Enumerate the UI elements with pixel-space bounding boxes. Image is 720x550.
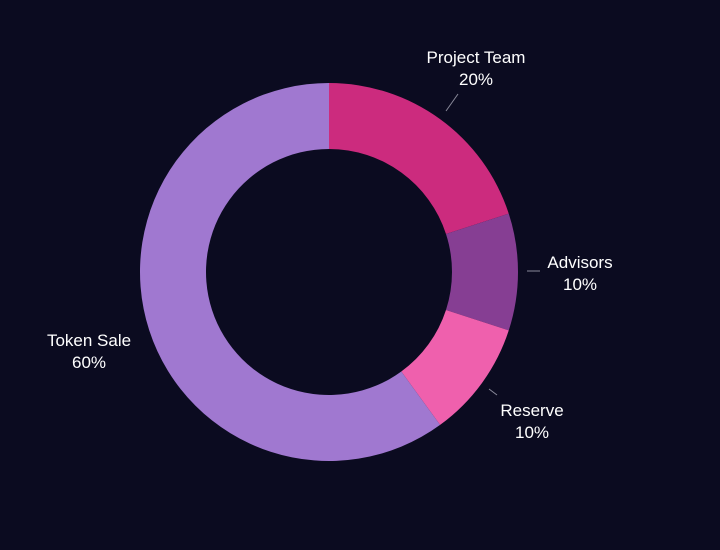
- slice-percent-project-team: 20%: [459, 70, 493, 89]
- labels-layer: Project Team 20% Advisors 10% Reserve 10% Toke…: [47, 48, 613, 442]
- slice-token-sale: [139, 83, 441, 462]
- slice-label-project-team: Project Team: [427, 48, 526, 67]
- slice-label-reserve: Reserve: [500, 401, 563, 420]
- slices-layer: [139, 83, 519, 462]
- slice-percent-token-sale: 60%: [72, 353, 106, 372]
- slice-advisors: [445, 213, 519, 331]
- slice-reserve: [401, 310, 509, 425]
- slice-label-advisors: Advisors: [547, 253, 612, 272]
- slice-project-team: [329, 83, 509, 234]
- leader-line-project-team: [445, 93, 459, 112]
- slice-percent-advisors: 10%: [563, 275, 597, 294]
- leader-line-reserve: [488, 388, 498, 396]
- slice-percent-reserve: 10%: [515, 423, 549, 442]
- slice-label-token-sale: Token Sale: [47, 331, 131, 350]
